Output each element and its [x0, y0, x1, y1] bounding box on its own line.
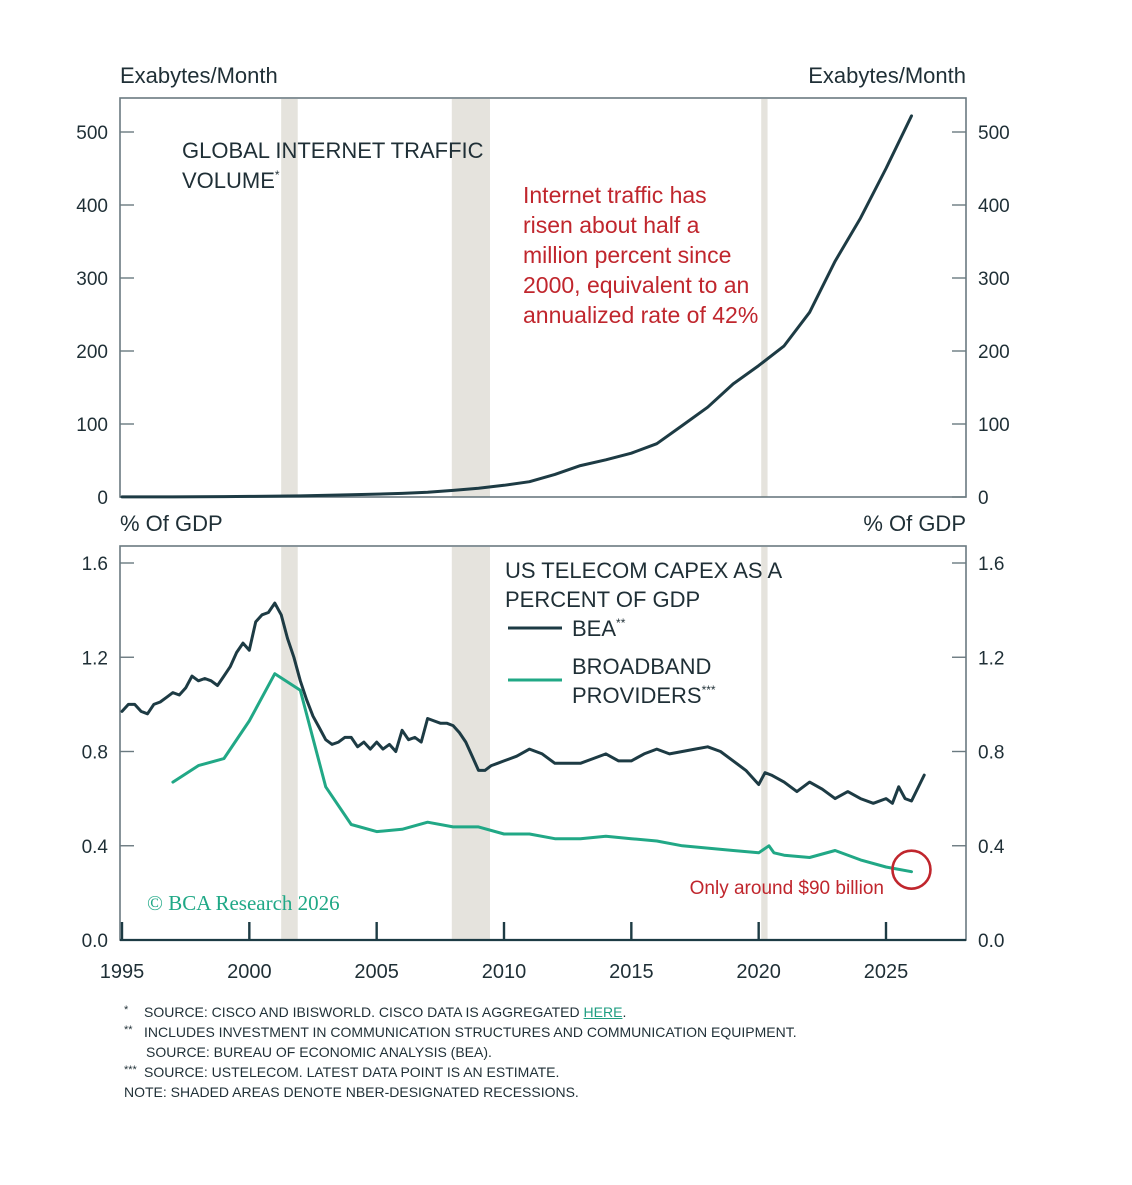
y-tick-label-right: 1.6 [978, 554, 1004, 575]
x-tick-label: 2010 [482, 961, 527, 983]
footnote-4: *** SOURCE: USTELECOM. LATEST DATA POINT … [124, 1062, 1024, 1082]
y-tick-label-right: 500 [978, 123, 1010, 144]
y-axis-label-left: % Of GDP [120, 511, 223, 536]
bottom-chart-title: US TELECOM CAPEX AS A [505, 558, 782, 583]
y-tick-label-right: 0.8 [978, 743, 1004, 764]
top-panel: 0 0 100 100 200 200 300 300 400 400 500 500 Exabytes… [76, 63, 1009, 509]
capex-annotation: Only around $90 billion [690, 878, 884, 899]
footnote-text: SOURCE: BUREAU OF ECONOMIC ANALYSIS (BEA… [146, 1044, 492, 1060]
recession-band [281, 547, 298, 940]
source-link[interactable]: HERE [583, 1004, 623, 1020]
footnote-2: ** INCLUDES INVESTMENT IN COMMUNICATION S… [124, 1022, 1024, 1042]
legend-label-bea: BEA** [572, 616, 626, 641]
y-tick-label-right: 200 [978, 342, 1010, 363]
y-tick-label-left: 400 [76, 196, 108, 217]
legend-label-broadband-line2: PROVIDERS*** [572, 683, 716, 708]
y-tick-label-left: 0.0 [82, 931, 108, 952]
title-footnote-marker: * [275, 168, 280, 182]
y-axis-label-left: Exabytes/Month [120, 63, 278, 88]
y-tick-label-left: 0.8 [82, 743, 108, 764]
y-tick-label-left: 0.4 [82, 837, 109, 858]
recession-band [451, 547, 490, 940]
y-tick-label-right: 300 [978, 269, 1010, 290]
x-tick-label: 2005 [354, 961, 399, 983]
watermark: © BCA Research 2026 [147, 891, 340, 915]
x-tick-label: 2015 [609, 961, 654, 983]
footnote-marker: ** [124, 1024, 133, 1036]
footnote-text: SOURCE: CISCO AND IBISWORLD. CISCO DATA … [144, 1004, 584, 1020]
y-tick-label-right: 0 [978, 488, 989, 509]
legend-label-broadband: BROADBAND [572, 654, 711, 679]
recession-band [761, 547, 768, 940]
y-tick-label-right: 1.2 [978, 648, 1004, 669]
legend-footnote-marker: ** [616, 616, 626, 630]
footnote-text: INCLUDES INVESTMENT IN COMMUNICATION STR… [144, 1024, 797, 1040]
recession-band [281, 99, 298, 497]
footnote-1: * SOURCE: CISCO AND IBISWORLD. CISCO DATA… [124, 1002, 1024, 1022]
y-axis-label-right: Exabytes/Month [808, 63, 966, 88]
traffic-line [120, 114, 913, 499]
footnote-marker: *** [124, 1064, 137, 1076]
legend-footnote-marker: *** [702, 683, 716, 697]
footnote-text: SOURCE: USTELECOM. LATEST DATA POINT IS … [144, 1064, 560, 1080]
plot-frame [119, 97, 967, 498]
bottom-panel: 0.0 0.0 0.4 0.4 0.8 0.8 1.2 1.2 1.6 1.6 % Of GDP % … [82, 511, 1005, 983]
x-tick-label: 2000 [227, 961, 272, 983]
recession-band [761, 99, 768, 497]
y-tick-label-right: 100 [978, 415, 1010, 436]
y-tick-label-left: 1.6 [82, 554, 108, 575]
y-tick-label-left: 100 [76, 415, 108, 436]
traffic-annotation-line: risen about half a [523, 212, 700, 238]
traffic-annotation-line: Internet traffic has [523, 182, 707, 208]
footnote-5: NOTE: SHADED AREAS DENOTE NBER-DESIGNATE… [124, 1082, 1024, 1102]
y-tick-label-left: 300 [76, 269, 108, 290]
x-tick-label: 1995 [100, 961, 145, 983]
bottom-chart-title-line2: PERCENT OF GDP [505, 587, 700, 612]
footnotes: * SOURCE: CISCO AND IBISWORLD. CISCO DATA… [124, 1002, 1024, 1102]
y-tick-label-left: 500 [76, 123, 108, 144]
broadband-line [171, 672, 913, 874]
footnote-3: SOURCE: BUREAU OF ECONOMIC ANALYSIS (BEA… [124, 1042, 1024, 1062]
y-tick-label-left: 0 [97, 488, 108, 509]
x-tick-label: 2020 [736, 961, 781, 983]
y-tick-label-left: 1.2 [82, 648, 108, 669]
top-chart-title-line2: VOLUME* [182, 168, 280, 193]
footnote-text: NOTE: SHADED AREAS DENOTE NBER-DESIGNATE… [124, 1084, 579, 1100]
traffic-annotation-line: million percent since [523, 242, 731, 268]
y-tick-label-right: 0.4 [978, 837, 1005, 858]
y-tick-label-right: 0.0 [978, 931, 1004, 952]
y-tick-label-left: 200 [76, 342, 108, 363]
traffic-annotation-line: 2000, equivalent to an [523, 272, 749, 298]
footnote-after: . [622, 1004, 627, 1020]
recession-band [451, 99, 490, 497]
footnote-marker: * [124, 1004, 129, 1016]
y-axis-label-right: % Of GDP [863, 511, 966, 536]
traffic-annotation-line: annualized rate of 42% [523, 302, 758, 328]
top-chart-title: GLOBAL INTERNET TRAFFIC [182, 138, 484, 163]
y-tick-label-right: 400 [978, 196, 1010, 217]
x-tick-label: 2025 [864, 961, 909, 983]
bea-line [120, 601, 926, 805]
latest-estimate-circle [891, 849, 932, 890]
